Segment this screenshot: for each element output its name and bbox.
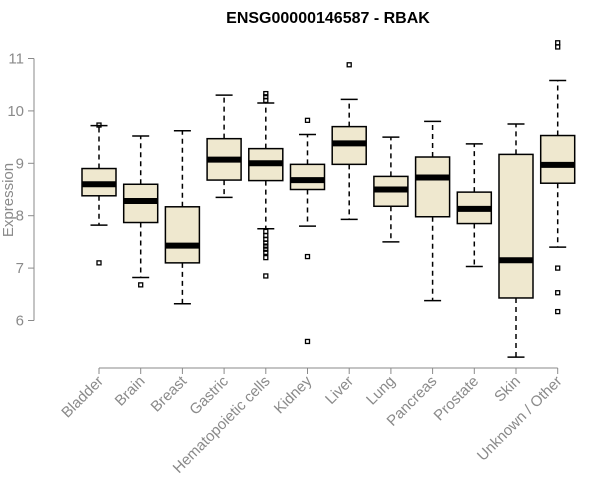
chart-title: ENSG00000146587 - RBAK: [226, 10, 430, 27]
outlier-point: [96, 122, 102, 128]
outlier-point: [263, 90, 269, 97]
box-group: [331, 62, 367, 221]
outlier-point: [555, 308, 561, 315]
outlier-point: [555, 265, 561, 271]
x-tick-label: Bladder: [58, 373, 107, 422]
boxes-layer: [81, 40, 576, 358]
outlier-point: [304, 117, 311, 123]
box-group: [248, 90, 284, 279]
box-iqr: [498, 153, 534, 299]
box-group: [81, 122, 117, 266]
outlier-point: [555, 44, 561, 50]
box-iqr: [164, 206, 201, 264]
y-tick-label: 11: [8, 51, 24, 68]
outlier-point: [263, 240, 269, 246]
outlier-point: [555, 40, 561, 46]
outlier-point: [555, 290, 561, 296]
x-tick-label: Skin: [491, 373, 524, 406]
y-tick-label: 6: [16, 313, 24, 330]
box-iqr: [289, 163, 326, 191]
x-tick-label: Prostate: [431, 373, 483, 425]
x-tick-label: Kidney: [271, 372, 316, 417]
outlier-point: [96, 260, 102, 266]
outlier-point: [138, 282, 144, 288]
box-group: [289, 117, 326, 345]
outlier-point: [263, 273, 269, 279]
box-iqr: [539, 134, 576, 184]
y-tick-label: 7: [16, 260, 24, 277]
outlier-point: [346, 62, 352, 68]
outlier-point: [304, 338, 311, 345]
x-tick-label: Breast: [148, 372, 191, 415]
outlier-point: [304, 253, 311, 260]
box-iqr: [414, 156, 451, 218]
x-tick-label: Lung: [363, 373, 399, 409]
box-group: [498, 123, 534, 358]
y-axis: 6 7 8 9 10 11: [7, 51, 35, 330]
box-group: [539, 40, 576, 315]
x-tick-label: Brain: [112, 373, 149, 410]
outlier-point: [263, 249, 269, 256]
outlier-point: [263, 246, 269, 252]
y-tick-label: 9: [16, 155, 24, 172]
outlier-point: [263, 228, 269, 235]
box-group: [206, 94, 242, 199]
box-group: [414, 120, 451, 302]
box-group: [456, 143, 493, 268]
outlier-point: [263, 243, 269, 249]
box-group: [164, 130, 201, 305]
box-group: [122, 135, 159, 288]
box-group: [373, 136, 409, 243]
y-axis-label: Expression: [0, 163, 17, 237]
y-tick-label: 10: [7, 103, 24, 120]
outlier-point: [263, 94, 269, 100]
outlier-point: [263, 254, 269, 261]
x-tick-label: Liver: [322, 373, 357, 408]
y-tick-label: 8: [16, 208, 24, 225]
